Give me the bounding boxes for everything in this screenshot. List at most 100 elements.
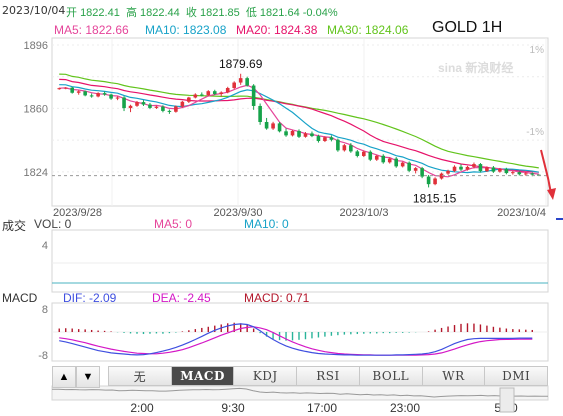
candle-body bbox=[355, 151, 360, 156]
candle-body bbox=[297, 130, 301, 137]
candle-body bbox=[219, 92, 224, 94]
candle-body bbox=[154, 106, 159, 108]
pct-tick-label: 1% bbox=[530, 45, 545, 56]
volume-panel-frame bbox=[51, 229, 549, 293]
candle-body bbox=[200, 94, 204, 96]
candle-body bbox=[465, 166, 470, 170]
candle-body bbox=[439, 173, 444, 179]
nav-up-button[interactable]: ▲ bbox=[52, 366, 76, 388]
ma30-label: MA30: 1824.06 bbox=[327, 23, 409, 37]
candle-body bbox=[212, 91, 217, 94]
tab-rsi[interactable]: RSI bbox=[296, 366, 359, 386]
candle-body bbox=[70, 87, 74, 93]
candle-body bbox=[238, 78, 243, 83]
change-value: -0.04% bbox=[302, 7, 338, 19]
candle-body bbox=[524, 173, 528, 175]
candle-body bbox=[135, 102, 139, 106]
candle-body bbox=[187, 97, 191, 102]
volume-title: 成交 bbox=[2, 219, 27, 233]
symbol-title: GOLD 1H bbox=[432, 19, 503, 36]
candle-body bbox=[128, 105, 133, 109]
dea-line bbox=[59, 326, 533, 356]
nav-down-button[interactable]: ▼ bbox=[76, 366, 100, 388]
candle-body bbox=[342, 145, 347, 151]
candle-body bbox=[245, 78, 249, 86]
date-label: 2023/10/3 bbox=[340, 207, 389, 219]
candle-body bbox=[167, 110, 172, 112]
candle-body bbox=[303, 133, 308, 137]
tab-macd[interactable]: MACD bbox=[170, 366, 234, 386]
candle-body bbox=[271, 123, 275, 129]
high-annotation: 1879.69 bbox=[219, 57, 263, 71]
candle-body bbox=[323, 137, 327, 142]
candle-body bbox=[161, 106, 165, 111]
candle-body bbox=[413, 168, 418, 171]
ma30-line bbox=[59, 73, 539, 169]
candle-body bbox=[498, 169, 502, 172]
candle-body bbox=[426, 176, 431, 185]
candle-body bbox=[96, 93, 100, 97]
candle-body bbox=[485, 167, 489, 172]
ma20-line bbox=[59, 78, 539, 173]
candle-body bbox=[394, 158, 398, 167]
navigator-frame bbox=[51, 385, 549, 401]
watermark: sina 新浪财经 bbox=[438, 60, 513, 75]
candle-body bbox=[381, 155, 386, 163]
candle-body bbox=[433, 178, 437, 185]
candle-body bbox=[193, 94, 198, 98]
ma10-label: MA10: 1823.08 bbox=[145, 23, 227, 37]
tab-none[interactable]: 无 bbox=[108, 366, 171, 386]
high-label: 高 bbox=[125, 7, 137, 19]
red-arrow-head bbox=[547, 188, 556, 200]
open-label: 开 bbox=[66, 7, 77, 19]
candle-body bbox=[517, 172, 522, 175]
candle-body bbox=[174, 106, 178, 112]
open-value: 1822.41 bbox=[80, 7, 120, 19]
ma20-label: MA20: 1824.38 bbox=[236, 23, 318, 37]
header-date: 2023/10/04 bbox=[2, 4, 66, 17]
tab-boll[interactable]: BOLL bbox=[358, 366, 422, 386]
tab-kdj[interactable]: KDJ bbox=[233, 366, 297, 386]
candle-body bbox=[122, 97, 126, 109]
time-label: 17:00 bbox=[307, 401, 337, 415]
candle-body bbox=[264, 121, 269, 129]
ma10-line bbox=[59, 84, 539, 174]
y-tick-label: 1860 bbox=[24, 103, 48, 115]
low-value: 1821.64 bbox=[259, 7, 300, 19]
candle-body bbox=[251, 85, 256, 106]
candle-body bbox=[258, 105, 262, 122]
pct-tick-label: -1% bbox=[526, 127, 544, 138]
red-arrow-line bbox=[540, 149, 552, 194]
candle-body bbox=[336, 139, 340, 151]
candle-body bbox=[83, 91, 87, 96]
candle-body bbox=[374, 155, 379, 160]
time-label: 5:00 bbox=[494, 401, 518, 415]
candle-body bbox=[141, 102, 146, 105]
tab-dmi[interactable]: DMI bbox=[484, 366, 549, 386]
macd-panel-frame bbox=[51, 302, 549, 362]
candle-body bbox=[504, 169, 509, 174]
macd-tick: -8 bbox=[38, 350, 48, 362]
candle-body bbox=[329, 137, 334, 140]
volume-tick: 4 bbox=[42, 240, 48, 252]
candle-body bbox=[115, 97, 120, 99]
candle-body bbox=[148, 104, 152, 108]
y-tick-label: 1896 bbox=[24, 40, 48, 52]
candle-body bbox=[225, 88, 230, 93]
candle-body bbox=[277, 123, 282, 132]
candle-body bbox=[180, 101, 185, 107]
candle-body bbox=[232, 82, 236, 89]
candle-body bbox=[206, 91, 211, 96]
time-label: 23:00 bbox=[390, 401, 420, 415]
candle-body bbox=[76, 91, 81, 93]
y-tick-label: 1824 bbox=[24, 167, 48, 179]
candle-body bbox=[310, 133, 314, 137]
price-panel-frame bbox=[51, 37, 549, 207]
candle-body bbox=[63, 87, 68, 89]
tab-wr[interactable]: WR bbox=[421, 366, 485, 386]
macd-dif: DIF: -2.09 bbox=[63, 291, 117, 305]
navigator-handle bbox=[499, 387, 515, 413]
time-label: 2:00 bbox=[130, 401, 154, 415]
candle-body bbox=[536, 174, 541, 176]
